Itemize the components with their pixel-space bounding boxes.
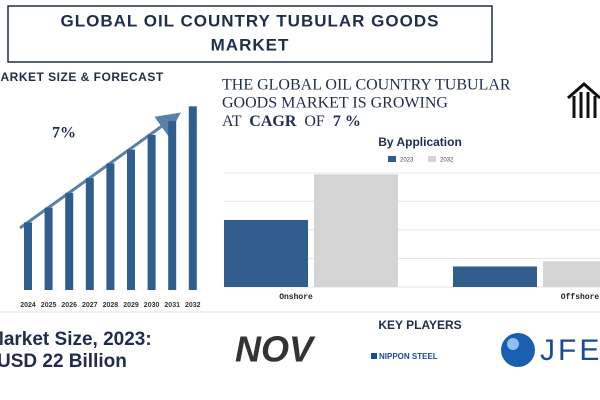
x-tick-label: Offshore [561,293,600,302]
x-tick-label: 2024 [20,302,36,309]
player-logo: JFE [540,334,600,367]
bar [224,219,308,287]
bar [44,207,53,290]
legend-label: 2032 [440,158,454,164]
bar [127,149,135,290]
legend-swatch [428,156,436,162]
logo-icon [501,333,535,367]
bar [453,266,537,287]
legend-label: 2023 [400,158,414,164]
growth-line: GOODS MARKET IS GROWING [222,95,448,112]
x-tick-label: 2031 [164,302,180,309]
bar [314,174,398,287]
bar [24,222,32,290]
bar [65,192,74,290]
market-size-line: Market Size, 2023: [0,329,152,350]
market-size-line: USD 22 Billion [0,351,127,372]
x-tick-label: 2027 [82,302,98,309]
chart-title: By Application [378,135,462,149]
x-tick-label: 2025 [41,302,57,309]
title-box [7,5,493,63]
title-line: GLOBAL OIL COUNTRY TUBULAR GOODS [61,11,440,30]
x-tick-label: 2032 [185,302,201,309]
player-logo: NIPPON STEEL [379,352,438,361]
x-tick-label: 2030 [144,302,160,309]
growth-keyword: CAGR [249,113,297,130]
key-players-heading: KEY PLAYERS [378,318,461,332]
bar [106,163,115,290]
title-line: MARKET [211,35,290,54]
bar [188,106,197,290]
logo-icon [507,338,519,350]
x-tick-label: 2029 [123,302,139,309]
bar [543,261,600,287]
annotation: 7% [52,125,76,142]
player-logo: NOV [235,329,316,370]
section-heading: MARKET SIZE & FORECAST [0,70,164,84]
bar [85,178,94,290]
x-tick-label: 2026 [61,302,77,309]
x-tick-label: 2028 [103,302,119,309]
growth-line: AT CAGR OF 7 % [222,113,361,130]
bar [168,121,177,290]
growth-prefix: AT [222,113,242,130]
growth-line: THE GLOBAL OIL COUNTRY TUBULAR [222,77,511,94]
bar [147,134,156,290]
logo-icon [371,353,377,359]
x-tick-label: Onshore [279,293,313,302]
growth-joiner: OF [304,113,325,130]
growth-rate: 7 % [333,113,361,130]
house-icon [567,82,600,118]
legend-swatch [388,156,396,162]
